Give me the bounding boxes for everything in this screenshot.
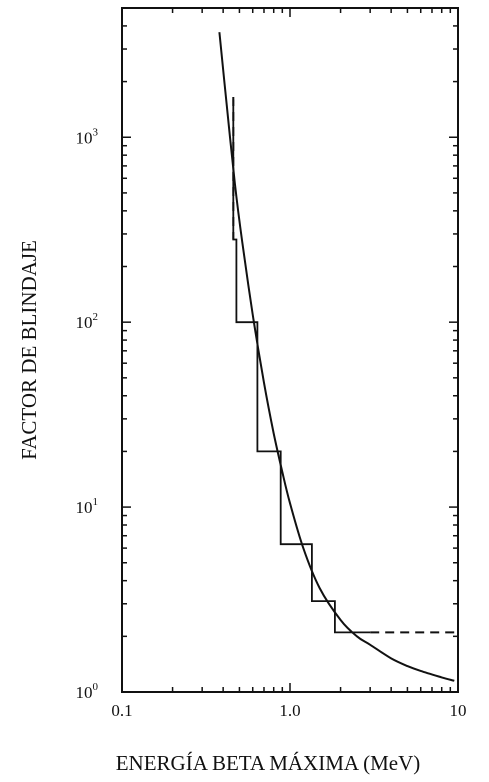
axis-ticks	[121, 7, 458, 693]
series-solid-curve	[218, 32, 455, 682]
y-axis-label: FACTOR DE BLINDAJE	[17, 240, 41, 460]
series-step	[232, 99, 371, 634]
y-tick-label: 103	[76, 126, 99, 147]
x-axis-label: ENERGÍA BETA MÁXIMA (MeV)	[116, 751, 421, 775]
x-tick-label: 0.1	[111, 701, 132, 720]
y-tick-label: 101	[76, 496, 99, 517]
y-tick-label: 102	[76, 311, 99, 332]
y-tick-label: 100	[76, 681, 99, 702]
plot-frame	[121, 7, 459, 693]
data-series	[218, 32, 455, 682]
tick-labels: 0.1 1.0 10 100 101 102 103	[76, 126, 467, 720]
x-tick-label: 1.0	[279, 701, 300, 720]
x-tick-label: 10	[450, 701, 467, 720]
